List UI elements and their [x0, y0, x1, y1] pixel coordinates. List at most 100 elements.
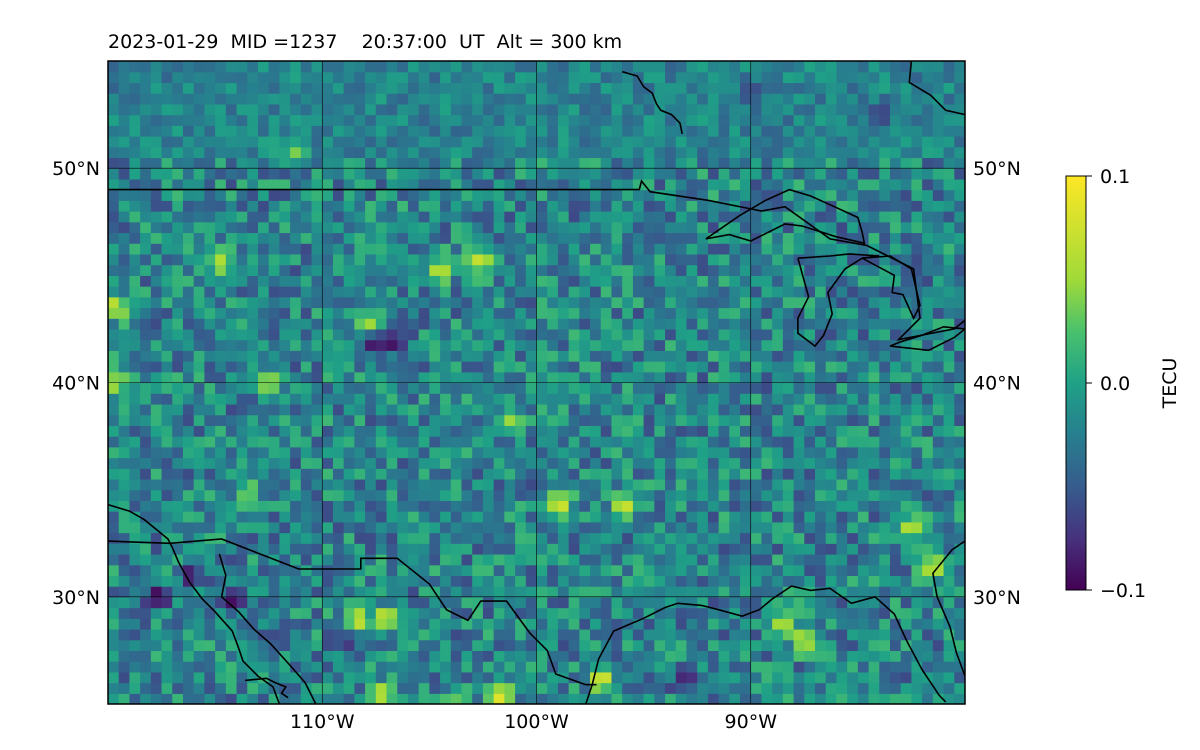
- heatmap-cell: [129, 253, 141, 266]
- heatmap-cell: [515, 221, 527, 234]
- heatmap-cell: [461, 168, 473, 180]
- heatmap-cell: [622, 103, 634, 116]
- heatmap-cell: [225, 511, 238, 523]
- heatmap-cell: [182, 350, 195, 362]
- heatmap-cell: [279, 650, 291, 662]
- heatmap-cell: [450, 189, 463, 201]
- heatmap-cell: [172, 82, 184, 94]
- heatmap-cell: [836, 500, 848, 512]
- heatmap-cell: [397, 628, 409, 641]
- heatmap-cell: [782, 393, 795, 405]
- heatmap-cell: [954, 339, 965, 351]
- heatmap-cell: [632, 114, 645, 126]
- heatmap-cell: [622, 125, 634, 137]
- heatmap-cell: [215, 564, 227, 576]
- heatmap-cell: [365, 618, 377, 630]
- heatmap-cell: [761, 211, 773, 223]
- heatmap-cell: [804, 211, 816, 223]
- heatmap-cell: [332, 382, 345, 394]
- heatmap-cell: [140, 575, 152, 587]
- heatmap-cell: [536, 553, 548, 566]
- heatmap-cell: [857, 596, 870, 609]
- heatmap-cell: [429, 436, 441, 448]
- heatmap-cell: [740, 586, 752, 598]
- heatmap-cell: [482, 114, 495, 126]
- heatmap-cell: [118, 286, 131, 298]
- heatmap-cell: [954, 253, 965, 266]
- heatmap-cell: [257, 221, 270, 234]
- heatmap-cell: [868, 307, 880, 319]
- heatmap-cell: [718, 575, 730, 587]
- heatmap-cell: [461, 671, 473, 684]
- heatmap-cell: [611, 211, 623, 223]
- heatmap-cell: [600, 511, 613, 523]
- heatmap-cell: [129, 243, 141, 255]
- heatmap-cell: [815, 168, 827, 180]
- heatmap-cell: [290, 596, 302, 609]
- heatmap-cell: [718, 607, 730, 619]
- heatmap-cell: [365, 393, 377, 405]
- heatmap-cell: [440, 211, 452, 223]
- heatmap-cell: [729, 307, 741, 319]
- heatmap-cell: [643, 253, 655, 266]
- heatmap-cell: [343, 371, 355, 384]
- heatmap-cell: [225, 436, 238, 448]
- heatmap-cell: [236, 103, 248, 116]
- heatmap-cell: [493, 253, 505, 266]
- heatmap-cell: [461, 500, 473, 512]
- heatmap-cell: [343, 318, 355, 330]
- heatmap-cell: [579, 682, 591, 694]
- heatmap-cell: [215, 543, 227, 555]
- heatmap-cell: [804, 350, 816, 362]
- heatmap-cell: [161, 211, 173, 223]
- heatmap-cell: [804, 457, 816, 469]
- heatmap-cell: [804, 221, 816, 234]
- heatmap-cell: [654, 446, 666, 459]
- heatmap-cell: [150, 350, 163, 362]
- heatmap-cell: [365, 543, 377, 555]
- heatmap-cell: [793, 511, 805, 523]
- heatmap-cell: [429, 543, 441, 555]
- heatmap-cell: [332, 136, 345, 148]
- heatmap-cell: [332, 543, 345, 555]
- heatmap-cell: [118, 511, 131, 523]
- heatmap-cell: [740, 350, 752, 362]
- heatmap-cell: [729, 650, 741, 662]
- heatmap-cell: [311, 446, 323, 459]
- heatmap-cell: [225, 671, 238, 684]
- heatmap-cell: [729, 403, 741, 416]
- heatmap-cell: [257, 607, 270, 619]
- heatmap-cell: [322, 543, 334, 555]
- heatmap-cell: [879, 61, 891, 73]
- heatmap-cell: [665, 307, 677, 319]
- heatmap-cell: [193, 671, 206, 684]
- heatmap-cell: [643, 286, 655, 298]
- heatmap-cell: [761, 393, 773, 405]
- heatmap-cell: [236, 671, 248, 684]
- heatmap-cell: [386, 189, 398, 201]
- heatmap-cell: [429, 125, 441, 137]
- heatmap-cell: [804, 564, 816, 576]
- heatmap-cell: [193, 61, 206, 73]
- heatmap-cell: [697, 286, 709, 298]
- heatmap-cell: [697, 650, 709, 662]
- heatmap-cell: [825, 125, 838, 137]
- heatmap-cell: [879, 661, 891, 673]
- heatmap-cell: [675, 296, 688, 309]
- heatmap-cell: [365, 693, 377, 704]
- heatmap-cell: [279, 446, 291, 459]
- heatmap-cell: [815, 661, 827, 673]
- heatmap-cell: [686, 168, 698, 180]
- heatmap-cell: [236, 114, 248, 126]
- heatmap-cell: [118, 489, 131, 501]
- heatmap-cell: [922, 425, 934, 437]
- heatmap-cell: [504, 403, 516, 416]
- heatmap-cell: [600, 339, 613, 351]
- heatmap-cell: [750, 478, 763, 491]
- heatmap-cell: [825, 71, 838, 84]
- heatmap-cell: [204, 607, 216, 619]
- heatmap-cell: [857, 575, 870, 587]
- heatmap-cell: [300, 350, 313, 362]
- heatmap-cell: [493, 628, 505, 641]
- heatmap-cell: [600, 253, 613, 266]
